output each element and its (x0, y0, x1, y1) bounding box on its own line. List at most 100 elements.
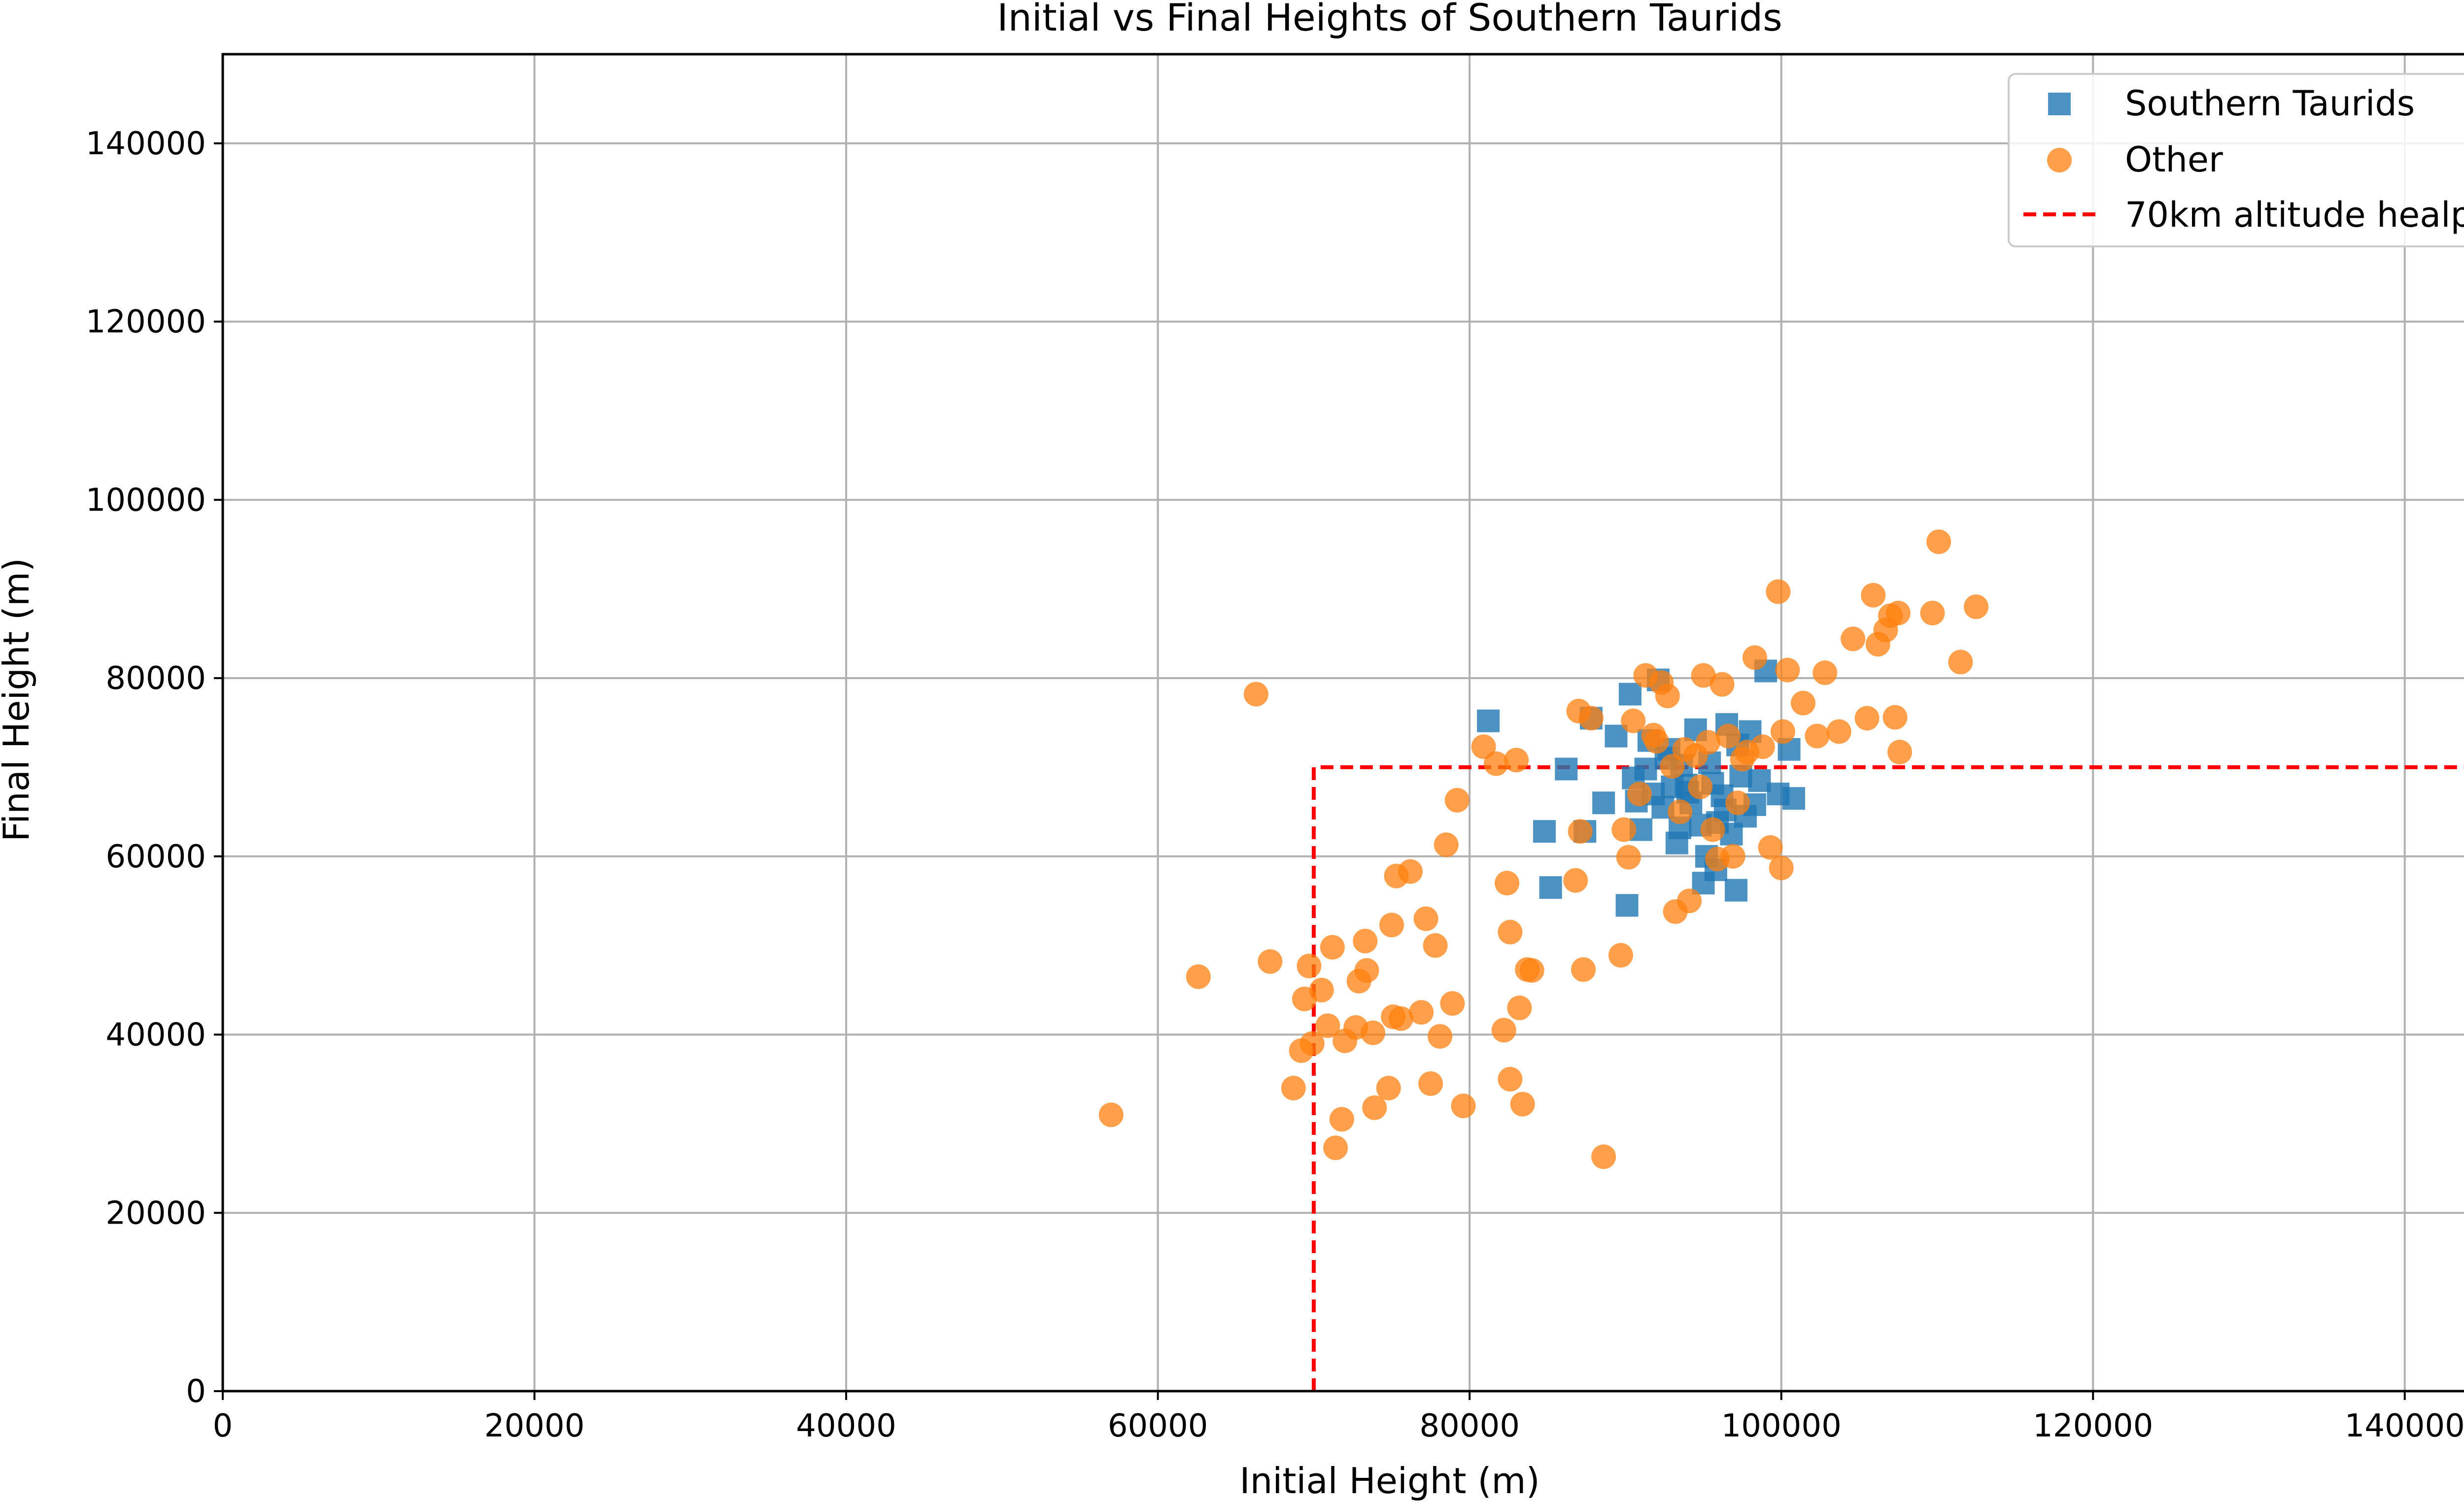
y-tick-label: 100000 (86, 482, 206, 518)
axes-frame (221, 53, 2464, 1393)
x-tick-label: 80000 (1419, 1408, 1520, 1444)
data-point-circle (1813, 660, 1838, 685)
data-point-circle (1498, 920, 1523, 945)
data-point-circle (1826, 719, 1851, 744)
x-tick-label: 40000 (796, 1408, 896, 1444)
data-point-square (1533, 820, 1556, 843)
data-point-square (1724, 879, 1747, 902)
data-point-circle (1297, 954, 1322, 979)
data-point-circle (1098, 1102, 1124, 1127)
data-point-circle (1243, 682, 1268, 707)
data-point-circle (1362, 1095, 1387, 1120)
data-point-circle (1920, 601, 1945, 626)
x-tick-label: 100000 (1721, 1408, 1842, 1444)
data-point-circle (1608, 943, 1633, 968)
data-point-circle (1300, 1031, 1325, 1056)
data-point-circle (1887, 740, 1913, 765)
data-point-square (1767, 783, 1790, 806)
legend-marker-southern-taurids (2048, 93, 2071, 115)
x-tick-label: 20000 (484, 1408, 585, 1444)
data-point-square (1592, 791, 1615, 815)
data-point-circle (1591, 1144, 1616, 1169)
data-point-circle (1423, 933, 1448, 958)
data-point-circle (1379, 913, 1404, 938)
data-point-circle (1413, 906, 1438, 931)
y-axis-label: Final Height (m) (0, 558, 37, 842)
data-point-circle (1361, 1020, 1386, 1045)
y-tick-label: 0 (186, 1373, 206, 1410)
data-point-circle (1510, 1092, 1535, 1117)
data-point-circle (1428, 1024, 1453, 1049)
x-tick-label: 0 (213, 1408, 233, 1444)
data-point-circle (1409, 1000, 1434, 1025)
data-point-circle (1750, 734, 1775, 759)
y-tick-label: 120000 (86, 304, 206, 341)
y-tick-label: 80000 (105, 660, 206, 697)
data-point-circle (1766, 579, 1791, 604)
data-points (1098, 529, 1988, 1169)
data-point-circle (1770, 719, 1795, 744)
legend-label-reference-line: 70km altitude healpix (2125, 195, 2464, 235)
data-point-circle (1471, 734, 1496, 759)
data-point-circle (1320, 935, 1345, 960)
data-point-circle (1498, 1066, 1523, 1092)
data-point-circle (1398, 859, 1423, 884)
data-point-circle (1841, 626, 1866, 651)
data-point-circle (1725, 790, 1750, 816)
data-point-circle (1444, 787, 1470, 813)
data-point-circle (1186, 964, 1211, 989)
data-point-circle (1323, 1135, 1348, 1161)
data-point-circle (1758, 835, 1783, 860)
reference-line-70km (1311, 765, 2464, 1391)
data-point-circle (1483, 751, 1508, 776)
data-point-circle (1571, 957, 1596, 982)
legend-label-other: Other (2125, 139, 2223, 180)
data-point-circle (1309, 978, 1334, 1003)
data-point-circle (1805, 723, 1830, 749)
y-tick-label: 20000 (105, 1195, 206, 1231)
x-tick-label: 140000 (2345, 1408, 2464, 1444)
data-point-circle (1769, 855, 1794, 881)
data-point-circle (1720, 844, 1745, 869)
data-point-circle (1563, 868, 1588, 893)
data-point-circle (1700, 817, 1725, 842)
data-point-circle (1507, 995, 1532, 1021)
data-point-square (1477, 709, 1500, 732)
data-point-circle (1668, 799, 1693, 824)
data-point-circle (1434, 832, 1459, 857)
x-tick-label: 60000 (1108, 1408, 1208, 1444)
data-point-circle (1258, 949, 1283, 974)
legend-box (2008, 73, 2464, 247)
data-point-circle (1495, 871, 1520, 896)
data-point-circle (1440, 991, 1465, 1016)
data-point-circle (1660, 754, 1685, 779)
data-point-circle (1861, 582, 1886, 608)
data-point-circle (1611, 817, 1637, 842)
data-point-circle (1790, 690, 1815, 716)
tick-labels: 0 20000 40000 60000 80000 100000 120000 140000 0… (86, 126, 2464, 1444)
y-tick-label: 60000 (105, 839, 206, 875)
data-point-circle (1354, 958, 1379, 983)
data-point-square (1618, 683, 1642, 706)
data-point-circle (1677, 888, 1702, 914)
y-tick-label: 140000 (86, 126, 206, 162)
data-point-circle (1716, 723, 1741, 749)
data-point-circle (1418, 1071, 1443, 1096)
data-point-circle (1854, 706, 1880, 731)
data-point-circle (1578, 706, 1604, 731)
data-point-circle (1504, 748, 1529, 773)
tick-marks (214, 142, 2406, 1400)
data-point-circle (1616, 845, 1641, 870)
data-point-circle (1710, 672, 1735, 697)
data-point-circle (1688, 774, 1713, 799)
legend-marker-other (2047, 148, 2072, 172)
data-point-circle (1882, 705, 1908, 730)
data-point-circle (1451, 1093, 1476, 1119)
data-point-circle (1885, 601, 1911, 626)
data-point-circle (1655, 683, 1680, 709)
data-point-circle (1964, 594, 1988, 619)
data-point-circle (1696, 730, 1721, 755)
data-point-circle (1568, 819, 1593, 844)
